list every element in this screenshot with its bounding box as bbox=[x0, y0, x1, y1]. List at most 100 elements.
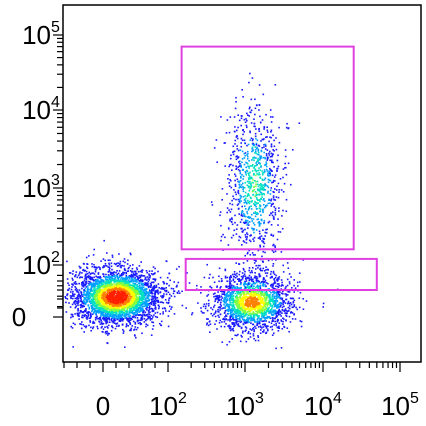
event-point bbox=[164, 289, 166, 292]
event-point bbox=[258, 321, 261, 323]
event-point bbox=[239, 309, 242, 311]
event-point bbox=[111, 286, 114, 288]
event-point bbox=[268, 294, 270, 296]
event-point bbox=[139, 304, 141, 306]
event-point bbox=[113, 288, 115, 290]
event-point bbox=[232, 302, 235, 304]
event-point bbox=[266, 272, 269, 274]
event-point bbox=[134, 314, 137, 317]
event-point bbox=[248, 239, 251, 242]
event-point bbox=[173, 281, 175, 283]
event-point bbox=[109, 298, 112, 300]
event-point bbox=[72, 293, 74, 296]
event-point bbox=[263, 281, 265, 284]
event-point bbox=[128, 315, 131, 318]
event-point bbox=[249, 271, 252, 274]
event-point bbox=[241, 299, 243, 301]
event-point bbox=[220, 305, 222, 307]
event-point bbox=[115, 275, 118, 277]
event-point bbox=[72, 279, 74, 281]
event-point bbox=[107, 294, 109, 297]
event-point bbox=[103, 318, 106, 320]
event-point bbox=[113, 297, 115, 299]
event-point bbox=[103, 309, 106, 311]
event-point bbox=[91, 313, 94, 315]
event-point bbox=[282, 300, 284, 302]
event-point bbox=[83, 291, 85, 294]
event-point bbox=[114, 284, 116, 287]
event-point bbox=[129, 319, 132, 321]
event-point bbox=[248, 304, 251, 307]
event-point bbox=[85, 281, 88, 283]
event-point bbox=[79, 297, 82, 300]
event-point bbox=[130, 273, 133, 276]
event-point bbox=[148, 307, 151, 309]
event-point bbox=[238, 311, 240, 313]
event-point bbox=[141, 293, 143, 296]
event-point bbox=[121, 284, 123, 286]
event-point bbox=[219, 307, 221, 309]
event-point bbox=[165, 260, 168, 263]
event-point bbox=[288, 302, 291, 305]
event-point bbox=[140, 283, 143, 285]
event-point bbox=[138, 282, 140, 285]
event-point bbox=[209, 285, 212, 288]
event-point bbox=[237, 318, 239, 320]
event-point bbox=[248, 274, 251, 277]
event-point bbox=[245, 314, 247, 316]
event-point bbox=[121, 319, 124, 322]
event-point bbox=[262, 297, 264, 300]
event-point bbox=[250, 307, 253, 309]
event-point bbox=[71, 277, 74, 280]
event-point bbox=[96, 309, 98, 311]
event-point bbox=[141, 314, 144, 316]
event-point bbox=[86, 285, 89, 287]
event-point bbox=[158, 307, 160, 310]
event-point bbox=[75, 283, 78, 285]
event-point bbox=[235, 312, 238, 315]
event-point bbox=[104, 284, 106, 286]
event-point bbox=[93, 296, 95, 299]
event-point bbox=[107, 316, 110, 319]
event-point bbox=[265, 269, 267, 271]
event-point bbox=[142, 282, 144, 285]
event-point bbox=[214, 295, 217, 298]
event-point bbox=[290, 303, 293, 306]
event-point bbox=[122, 293, 125, 296]
event-point bbox=[247, 319, 249, 322]
event-point bbox=[99, 301, 102, 303]
event-point bbox=[229, 329, 232, 332]
event-point bbox=[250, 276, 252, 278]
event-point bbox=[262, 314, 265, 316]
event-point bbox=[258, 305, 261, 307]
event-point bbox=[121, 291, 124, 294]
event-point bbox=[257, 267, 259, 269]
event-point bbox=[272, 320, 275, 322]
event-point bbox=[110, 302, 112, 305]
event-point bbox=[279, 296, 281, 299]
event-point bbox=[130, 284, 132, 287]
event-point bbox=[116, 290, 118, 292]
event-point bbox=[68, 302, 70, 304]
event-point bbox=[124, 288, 127, 290]
event-point bbox=[131, 293, 133, 295]
event-point bbox=[149, 275, 151, 277]
event-point bbox=[139, 314, 141, 316]
event-point bbox=[231, 311, 234, 313]
event-point bbox=[141, 289, 143, 291]
event-point bbox=[119, 314, 122, 316]
event-point bbox=[100, 313, 102, 315]
event-point bbox=[135, 311, 138, 313]
event-point bbox=[77, 307, 79, 310]
event-point bbox=[220, 301, 222, 304]
event-point bbox=[149, 311, 151, 313]
event-point bbox=[257, 305, 260, 307]
event-point bbox=[124, 294, 126, 296]
event-point bbox=[236, 272, 238, 275]
event-point bbox=[254, 339, 257, 342]
event-point bbox=[239, 340, 242, 343]
event-point bbox=[110, 305, 112, 307]
event-point bbox=[223, 300, 226, 302]
event-point bbox=[322, 302, 325, 305]
event-point bbox=[91, 265, 94, 268]
